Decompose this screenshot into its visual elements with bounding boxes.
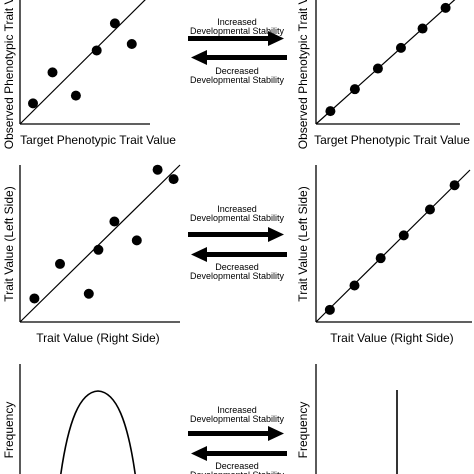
row2-decreased-line2: Developmental Stability — [190, 271, 285, 281]
row2-left-arrow — [191, 247, 287, 262]
row2-left-points — [29, 164, 179, 304]
row1-decreased-line2: Developmental Stability — [190, 75, 285, 85]
row1-left-reference-line — [19, 0, 146, 125]
row1-left-point — [70, 90, 81, 101]
row3-left-arrow — [191, 446, 287, 461]
row2-increased-line2: Developmental Stability — [190, 213, 285, 223]
row1-right-reference-line — [315, 0, 456, 125]
row2-left-point — [55, 258, 65, 269]
row2-left-point — [131, 235, 142, 246]
row3-left-y-label: Frequency — [2, 402, 16, 459]
row1-right-points — [325, 2, 451, 117]
row2-right-point — [324, 304, 335, 315]
row2-left-point — [168, 174, 179, 185]
row1-left-panel: Observed Phenotypic Trait Value Target P… — [2, 0, 176, 149]
row3-right-y-label: Frequency — [296, 402, 310, 459]
row2-right-point — [398, 230, 409, 241]
row2-right-points — [324, 180, 460, 315]
row1-left-arrow — [191, 50, 287, 65]
row1-right-panel: Observed Phenotypic Trait Value Target P… — [296, 0, 470, 149]
row2-decreased-line1: Decreased — [215, 262, 259, 272]
row2-right-reference-line — [315, 169, 471, 323]
row1-increased-line1: Increased — [217, 17, 257, 27]
row1-right-point — [395, 42, 406, 53]
row3-right-panel: Frequency — [296, 364, 398, 474]
row1-left-y-label: Observed Phenotypic Trait Value — [2, 0, 16, 149]
row1-left-x-label: Target Phenotypic Trait Value — [20, 133, 176, 147]
row1-right-point — [372, 63, 383, 74]
row3-left-wide-distribution-curve — [60, 390, 136, 474]
row2-right-point — [375, 253, 386, 264]
row1-left-point — [109, 18, 120, 29]
row1-right-point — [440, 2, 451, 13]
row2-left-point — [109, 216, 120, 227]
row2-right-point — [424, 204, 435, 215]
row1-right-y-label: Observed Phenotypic Trait Value — [296, 0, 310, 149]
row2-left-panel: Trait Value (Left Side) Trait Value (Rig… — [2, 164, 181, 345]
row2-increased-line1: Increased — [217, 204, 257, 214]
row2-right-y-label: Trait Value (Left Side) — [296, 186, 310, 301]
row1-increased-line2: Developmental Stability — [190, 26, 285, 36]
row1-left-point — [91, 45, 102, 56]
row2-left-y-label: Trait Value (Left Side) — [2, 186, 16, 301]
row3-left-panel: Frequency — [2, 364, 136, 474]
row3-increased-line1: Increased — [217, 405, 257, 415]
row1-left-point — [28, 98, 38, 109]
row2-right-point — [349, 280, 360, 291]
row2-left-x-label: Trait Value (Right Side) — [36, 331, 159, 345]
row2-arrows: Increased Developmental Stability Decrea… — [188, 204, 287, 281]
row2-left-point — [83, 288, 94, 299]
row2-left-point — [29, 293, 40, 304]
row3-decreased-line2: Developmental Stability — [190, 470, 285, 474]
row2-left-reference-line — [19, 164, 181, 323]
row1-left-points — [28, 18, 137, 109]
row3-increased-line2: Developmental Stability — [190, 414, 285, 424]
row1-decreased-line1: Decreased — [215, 66, 259, 76]
row2-right-arrow — [188, 227, 284, 242]
row1-arrows: Increased Developmental Stability Decrea… — [188, 17, 287, 85]
row1-right-point — [349, 84, 360, 95]
row1-right-point — [325, 106, 336, 117]
row2-right-x-label: Trait Value (Right Side) — [330, 331, 453, 345]
row1-left-point — [126, 39, 137, 50]
row1-right-point — [417, 23, 428, 34]
row3-arrows: Increased Developmental Stability Decrea… — [188, 405, 287, 474]
row2-right-panel: Trait Value (Left Side) Trait Value (Rig… — [296, 165, 472, 345]
row3-right-arrow — [188, 426, 284, 441]
row1-left-point — [47, 67, 58, 78]
row2-left-point — [152, 164, 163, 175]
row2-right-point — [449, 180, 460, 191]
row2-left-point — [93, 244, 104, 255]
row1-right-x-label: Target Phenotypic Trait Value — [314, 133, 470, 147]
row3-decreased-line1: Decreased — [215, 461, 259, 471]
row1-right-arrow — [188, 31, 284, 46]
